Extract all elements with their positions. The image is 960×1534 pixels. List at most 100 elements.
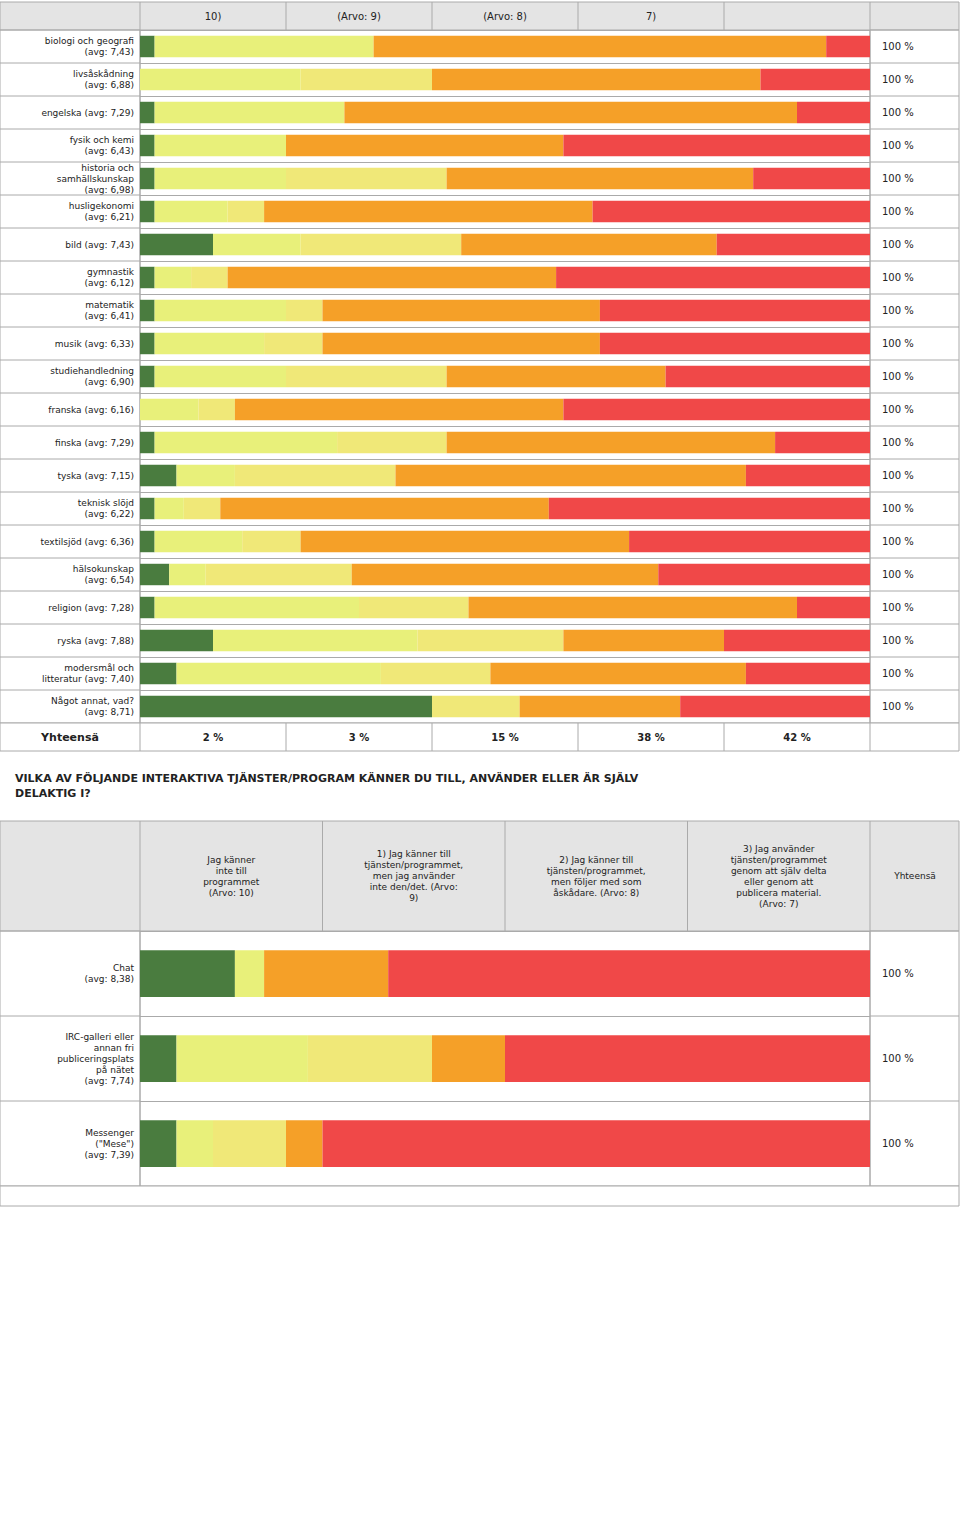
- svg-text:1) Jag känner till: 1) Jag känner till: [377, 849, 451, 859]
- svg-text:(avg: 6,21): (avg: 6,21): [84, 212, 134, 222]
- svg-text:100 %: 100 %: [882, 305, 914, 316]
- svg-text:DELAKTIG I?: DELAKTIG I?: [15, 787, 91, 800]
- svg-text:(Arvo: 9): (Arvo: 9): [337, 11, 381, 22]
- svg-text:(avg: 6,54): (avg: 6,54): [84, 575, 134, 585]
- svg-text:100 %: 100 %: [882, 338, 914, 349]
- svg-text:(avg: 7,74): (avg: 7,74): [84, 1076, 134, 1086]
- svg-text:eller genom att: eller genom att: [744, 877, 814, 887]
- svg-text:engelska (avg: 7,29): engelska (avg: 7,29): [41, 108, 134, 118]
- svg-text:men följer med som: men följer med som: [551, 877, 641, 887]
- svg-text:husligekonomi: husligekonomi: [69, 201, 134, 211]
- svg-text:finska (avg: 7,29): finska (avg: 7,29): [55, 438, 134, 448]
- svg-text:textilsjöd (avg: 6,36): textilsjöd (avg: 6,36): [40, 537, 134, 547]
- svg-text:litteratur (avg: 7,40): litteratur (avg: 7,40): [42, 674, 134, 684]
- svg-text:fysik och kemi: fysik och kemi: [70, 135, 134, 145]
- svg-text:samhällskunskap: samhällskunskap: [57, 174, 134, 184]
- svg-text:men jag använder: men jag använder: [373, 871, 455, 881]
- svg-text:musik (avg: 6,33): musik (avg: 6,33): [55, 339, 134, 349]
- svg-text:100 %: 100 %: [882, 602, 914, 613]
- svg-text:(Arvo: 10): (Arvo: 10): [209, 888, 254, 898]
- svg-text:ryska (avg: 7,88): ryska (avg: 7,88): [57, 636, 134, 646]
- svg-text:Yhteensä: Yhteensä: [893, 871, 936, 881]
- svg-text:3 %: 3 %: [349, 732, 369, 743]
- svg-text:franska (avg: 6,16): franska (avg: 6,16): [48, 405, 134, 415]
- svg-text:(avg: 6,12): (avg: 6,12): [84, 278, 134, 288]
- svg-text:livsåskådning: livsåskådning: [73, 69, 134, 79]
- svg-text:biologi och geografi: biologi och geografi: [45, 36, 134, 46]
- svg-text:3) Jag använder: 3) Jag använder: [743, 844, 815, 854]
- svg-text:Något annat, vad?: Något annat, vad?: [51, 696, 134, 706]
- svg-text:IRC-galleri eller: IRC-galleri eller: [65, 1032, 134, 1042]
- svg-text:100 %: 100 %: [882, 371, 914, 382]
- svg-text:2) Jag känner till: 2) Jag känner till: [559, 855, 633, 865]
- svg-text:100 %: 100 %: [882, 1053, 914, 1064]
- svg-text:Yhteensä: Yhteensä: [40, 731, 99, 744]
- svg-text:(avg: 8,71): (avg: 8,71): [84, 707, 134, 717]
- svg-text:bild (avg: 7,43): bild (avg: 7,43): [65, 240, 134, 250]
- svg-text:programmet: programmet: [203, 877, 260, 887]
- svg-text:9): 9): [409, 893, 418, 903]
- svg-text:Jag känner: Jag känner: [206, 855, 255, 865]
- svg-text:100 %: 100 %: [882, 404, 914, 415]
- svg-text:hälsokunskap: hälsokunskap: [73, 564, 135, 574]
- svg-text:(avg: 6,98): (avg: 6,98): [84, 185, 134, 195]
- svg-text:15 %: 15 %: [491, 732, 518, 743]
- svg-text:38 %: 38 %: [637, 732, 664, 743]
- svg-text:studiehandledning: studiehandledning: [50, 366, 134, 376]
- svg-text:42 %: 42 %: [783, 732, 810, 743]
- svg-text:(avg: 8,38): (avg: 8,38): [84, 974, 134, 984]
- svg-text:tjänsten/programmet: tjänsten/programmet: [731, 855, 827, 865]
- svg-text:100 %: 100 %: [882, 239, 914, 250]
- svg-text:publicera material.: publicera material.: [736, 888, 821, 898]
- svg-text:100 %: 100 %: [882, 503, 914, 514]
- svg-text:(avg: 6,88): (avg: 6,88): [84, 80, 134, 90]
- svg-text:annan fri: annan fri: [94, 1043, 134, 1053]
- svg-text:(avg: 7,43): (avg: 7,43): [84, 47, 134, 57]
- svg-text:tyska (avg: 7,15): tyska (avg: 7,15): [58, 471, 134, 481]
- svg-text:100 %: 100 %: [882, 1138, 914, 1149]
- svg-text:100 %: 100 %: [882, 107, 914, 118]
- svg-text:7): 7): [646, 11, 656, 22]
- svg-text:publiceringsplats: publiceringsplats: [57, 1054, 134, 1064]
- svg-text:(avg: 7,39): (avg: 7,39): [84, 1150, 134, 1160]
- svg-text:historia och: historia och: [81, 163, 134, 173]
- svg-text:tjänsten/programmet,: tjänsten/programmet,: [364, 860, 463, 870]
- svg-text:(avg: 6,90): (avg: 6,90): [84, 377, 134, 387]
- svg-text:("Mese"): ("Mese"): [95, 1139, 134, 1149]
- svg-text:åskådare. (Arvo: 8): åskådare. (Arvo: 8): [553, 888, 639, 898]
- svg-text:teknisk slöjd: teknisk slöjd: [78, 498, 134, 508]
- svg-text:(Arvo: 7): (Arvo: 7): [759, 899, 798, 909]
- svg-text:100 %: 100 %: [882, 173, 914, 184]
- svg-text:religion (avg: 7,28): religion (avg: 7,28): [48, 603, 134, 613]
- svg-text:(avg: 6,43): (avg: 6,43): [84, 146, 134, 156]
- svg-text:på nätet: på nätet: [96, 1065, 134, 1075]
- svg-text:inte den/det. (Arvo:: inte den/det. (Arvo:: [370, 882, 458, 892]
- svg-text:100 %: 100 %: [882, 272, 914, 283]
- svg-text:tjänsten/programmet,: tjänsten/programmet,: [547, 866, 646, 876]
- svg-text:(avg: 6,22): (avg: 6,22): [84, 509, 134, 519]
- svg-text:100 %: 100 %: [882, 437, 914, 448]
- svg-text:Messenger: Messenger: [85, 1128, 134, 1138]
- svg-text:gymnastik: gymnastik: [87, 267, 135, 277]
- svg-text:(Arvo: 8): (Arvo: 8): [483, 11, 527, 22]
- svg-text:100 %: 100 %: [882, 74, 914, 85]
- svg-text:100 %: 100 %: [882, 569, 914, 580]
- svg-text:100 %: 100 %: [882, 536, 914, 547]
- svg-text:genom att själv delta: genom att själv delta: [731, 866, 827, 876]
- svg-text:100 %: 100 %: [882, 140, 914, 151]
- svg-text:2 %: 2 %: [203, 732, 223, 743]
- svg-text:(avg: 6,41): (avg: 6,41): [84, 311, 134, 321]
- svg-text:modersmål och: modersmål och: [64, 663, 134, 673]
- svg-text:matematik: matematik: [85, 300, 135, 310]
- svg-text:100 %: 100 %: [882, 470, 914, 481]
- svg-text:VILKA AV FÖLJANDE INTERAKTIVA: VILKA AV FÖLJANDE INTERAKTIVA TJÄNSTER/P…: [15, 771, 639, 785]
- svg-text:10): 10): [205, 11, 222, 22]
- svg-text:inte till: inte till: [216, 866, 247, 876]
- svg-text:100 %: 100 %: [882, 701, 914, 712]
- svg-text:100 %: 100 %: [882, 668, 914, 679]
- svg-text:100 %: 100 %: [882, 206, 914, 217]
- svg-text:100 %: 100 %: [882, 41, 914, 52]
- svg-text:100 %: 100 %: [882, 635, 914, 646]
- svg-text:100 %: 100 %: [882, 968, 914, 979]
- svg-text:Chat: Chat: [113, 963, 135, 973]
